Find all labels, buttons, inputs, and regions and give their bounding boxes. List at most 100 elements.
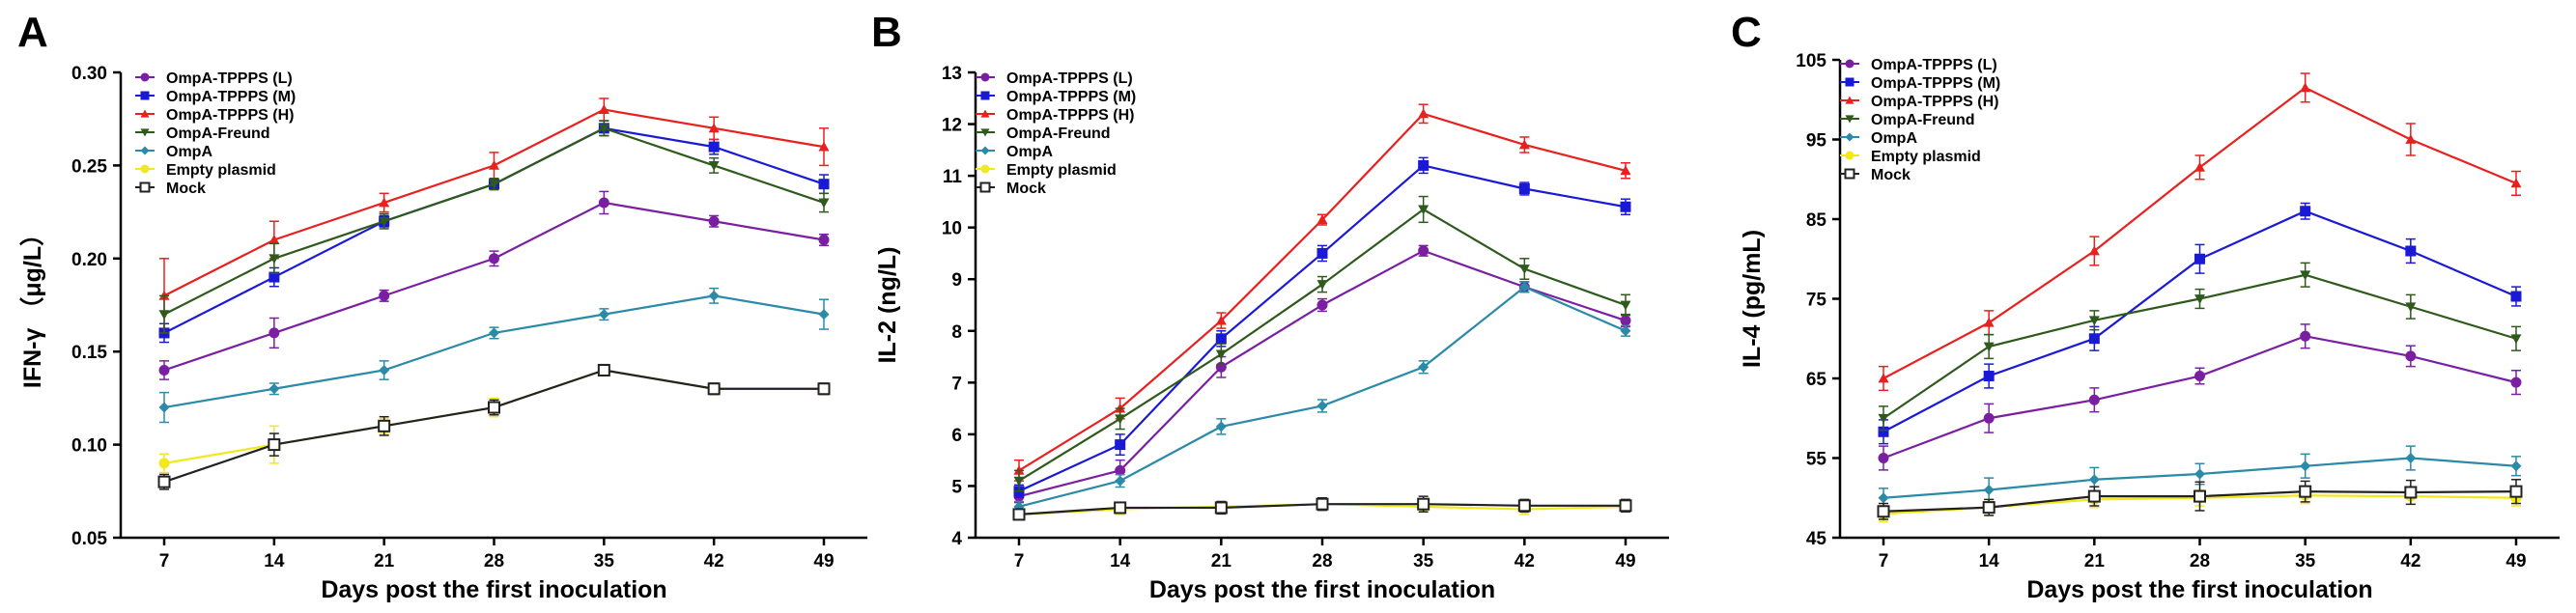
data-point xyxy=(1878,453,1889,463)
y-tick-label: 7 xyxy=(951,374,962,394)
data-point xyxy=(2510,178,2522,188)
data-point xyxy=(1620,300,1631,311)
data-point xyxy=(269,383,280,395)
data-point xyxy=(1878,413,1889,424)
y-axis-title: IL-2 (ng/L) xyxy=(874,247,901,364)
series-mock xyxy=(157,363,831,490)
legend-label: Mock xyxy=(166,181,206,197)
x-tick-label: 28 xyxy=(484,551,504,571)
data-point xyxy=(597,363,610,376)
y-axis-title: IFN-γ （μg/L） xyxy=(18,222,46,388)
y-tick-label: 6 xyxy=(951,426,962,446)
x-tick-label: 49 xyxy=(1615,551,1635,571)
data-point xyxy=(2194,161,2205,172)
data-point xyxy=(2300,460,2311,472)
legend-label: OmpA-TPPPS (M) xyxy=(1006,89,1136,105)
series-ompa-tppps-m xyxy=(1878,202,2522,445)
y-tick-label: 65 xyxy=(1806,370,1827,390)
data-point xyxy=(158,364,170,376)
data-point xyxy=(1878,373,1889,383)
data-point xyxy=(158,402,170,413)
data-point xyxy=(1013,476,1025,487)
legend-marker xyxy=(980,72,990,82)
legend-marker xyxy=(140,109,150,118)
panel-letter: C xyxy=(1731,9,1762,56)
x-tick-label: 14 xyxy=(264,551,285,571)
data-point xyxy=(1215,349,1227,360)
data-point xyxy=(158,310,170,320)
legend-marker xyxy=(1845,59,1854,69)
y-axis-title: IL-4 (pg/mL) xyxy=(1739,230,1766,368)
y-tick-label: 8 xyxy=(951,322,962,343)
legend-label: OmpA-TPPPS (M) xyxy=(166,89,296,105)
series-ompa xyxy=(158,287,830,424)
data-point xyxy=(489,327,499,339)
data-point xyxy=(1620,315,1631,326)
legend-label: OmpA-Freund xyxy=(1006,125,1111,142)
data-point xyxy=(488,401,500,414)
data-point xyxy=(2299,485,2312,498)
series-ompa-freund xyxy=(158,120,830,334)
x-tick-label: 28 xyxy=(2190,551,2210,571)
data-point xyxy=(2194,253,2205,265)
data-point xyxy=(2088,316,2100,326)
x-axis-title: Days post the first inoculation xyxy=(2026,576,2372,603)
y-tick-label: 105 xyxy=(1796,51,1826,71)
x-tick-label: 21 xyxy=(2084,551,2106,571)
legend-marker xyxy=(139,181,151,193)
data-point xyxy=(1215,421,1227,432)
legend-label: Empty plasmid xyxy=(1871,149,1981,165)
series-ompa-tppps-l xyxy=(1878,323,2522,471)
series-ompa-tppps-l xyxy=(158,190,830,380)
data-point xyxy=(2404,486,2418,499)
data-point xyxy=(379,197,390,208)
series-ompa-tppps-m xyxy=(1013,156,1631,498)
y-tick-label: 75 xyxy=(1806,291,1827,311)
data-point xyxy=(1982,501,1996,515)
x-axis-title: Days post the first inoculation xyxy=(1149,576,1495,603)
data-point xyxy=(1983,485,1995,495)
legend-marker xyxy=(140,146,150,155)
y-tick-label: 12 xyxy=(942,116,962,136)
data-point xyxy=(2300,82,2311,93)
data-point xyxy=(268,438,281,452)
x-tick-label: 14 xyxy=(1110,551,1131,571)
legend-marker xyxy=(1845,115,1854,124)
legend-label: OmpA xyxy=(1006,144,1053,160)
data-point xyxy=(269,271,280,283)
legend-label: OmpA-TPPPS (L) xyxy=(1006,70,1133,87)
data-point xyxy=(1316,497,1329,511)
legend-label: OmpA-TPPPS (H) xyxy=(166,107,294,124)
data-point xyxy=(1518,139,1530,150)
data-point xyxy=(1418,361,1430,373)
data-point xyxy=(269,254,280,265)
legend-marker xyxy=(1845,151,1854,160)
x-tick-label: 21 xyxy=(1211,551,1232,571)
legend-label: OmpA-TPPPS (H) xyxy=(1006,107,1134,124)
data-point xyxy=(1983,412,1995,424)
data-point xyxy=(1983,371,1995,382)
data-point xyxy=(2300,206,2311,217)
data-point xyxy=(2405,245,2417,257)
x-tick-label: 35 xyxy=(2295,551,2316,571)
data-point xyxy=(598,309,609,320)
data-point xyxy=(2405,134,2417,144)
data-point xyxy=(818,179,830,190)
data-point xyxy=(269,327,280,339)
data-point xyxy=(598,197,609,209)
legend-marker xyxy=(980,91,990,100)
legend-label: OmpA xyxy=(166,144,212,160)
data-point xyxy=(2194,371,2205,382)
data-point xyxy=(489,159,499,170)
legend-marker xyxy=(140,72,150,82)
y-tick-label: 55 xyxy=(1806,450,1827,470)
y-tick-label: 0.30 xyxy=(71,64,107,84)
data-point xyxy=(158,458,170,469)
legend-label: OmpA-Freund xyxy=(166,125,270,142)
data-point xyxy=(1316,247,1328,259)
data-point xyxy=(2088,474,2100,486)
legend-label: Empty plasmid xyxy=(166,162,276,179)
x-tick-label: 35 xyxy=(594,551,615,571)
legend-label: Mock xyxy=(1006,181,1046,197)
legend-marker xyxy=(140,128,150,137)
